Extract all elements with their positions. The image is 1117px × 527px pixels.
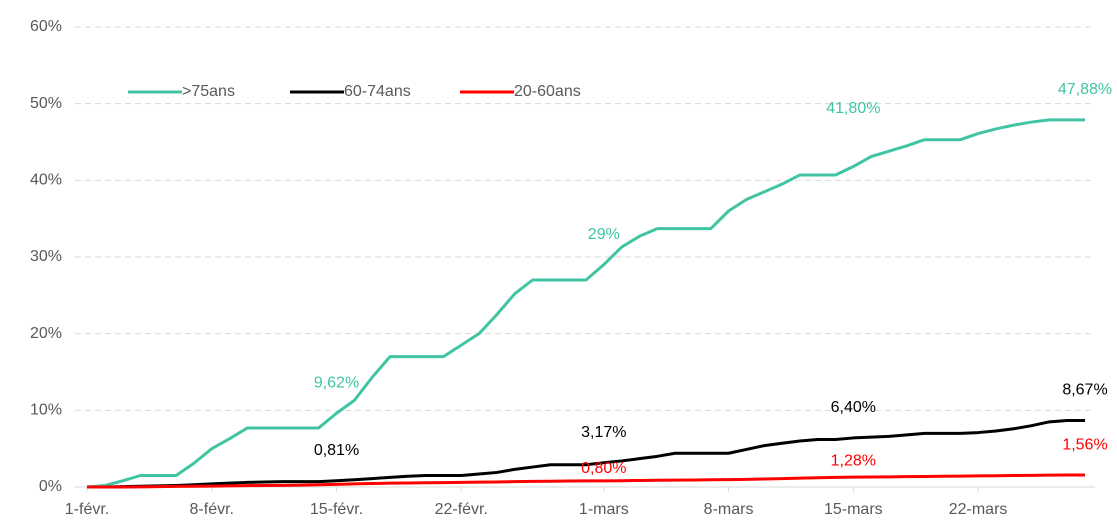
data-label: 41,80% <box>826 100 880 117</box>
data-label: 3,17% <box>581 424 626 441</box>
legend-label: >75ans <box>182 83 235 100</box>
y-tick-label: 0% <box>39 478 62 495</box>
data-label: 0,81% <box>314 442 359 459</box>
x-tick-label: 22-févr. <box>435 501 488 518</box>
x-tick-label: 1-févr. <box>65 501 109 518</box>
legend-label: 60-74ans <box>344 83 411 100</box>
y-tick-label: 20% <box>30 325 62 342</box>
line-series <box>87 419 1085 489</box>
data-label: 47,88% <box>1058 81 1112 98</box>
x-tick-label: 8-févr. <box>190 501 234 518</box>
y-tick-label: 50% <box>30 95 62 112</box>
line-series <box>87 473 1085 489</box>
line-series <box>86 118 1085 489</box>
data-label: 0,80% <box>581 460 626 477</box>
data-label: 29% <box>588 226 620 243</box>
y-tick-label: 10% <box>30 402 62 419</box>
y-tick-label: 40% <box>30 172 62 189</box>
x-tick-label: 8-mars <box>704 501 754 518</box>
x-tick-label: 1-mars <box>579 501 629 518</box>
x-tick-label: 22-mars <box>949 501 1008 518</box>
data-label: 6,40% <box>831 399 876 416</box>
data-label: 1,56% <box>1062 436 1107 453</box>
data-label: 8,67% <box>1062 382 1107 399</box>
data-label: 9,62% <box>314 374 359 391</box>
y-tick-label: 60% <box>30 18 62 35</box>
legend-label: 20-60ans <box>514 83 581 100</box>
data-label: 1,28% <box>831 452 876 469</box>
x-tick-label: 15-févr. <box>310 501 363 518</box>
x-tick-label: 15-mars <box>824 501 883 518</box>
y-tick-label: 30% <box>30 248 62 265</box>
